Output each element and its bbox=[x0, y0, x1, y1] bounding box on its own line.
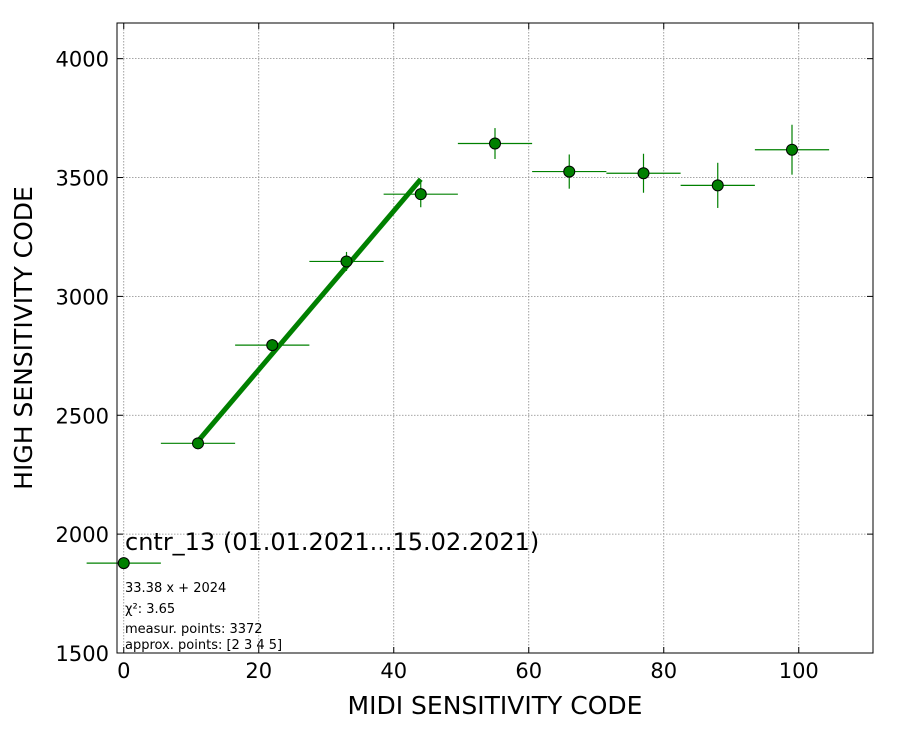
measured-points: measur. points: 3372 bbox=[125, 622, 263, 637]
data-point bbox=[637, 167, 650, 180]
data-point bbox=[414, 188, 427, 201]
data-point bbox=[563, 165, 576, 178]
y-tick-label: 2500 bbox=[56, 404, 109, 428]
y-tick-label: 3000 bbox=[56, 285, 109, 309]
chi-squared: χ²: 3.65 bbox=[125, 602, 175, 617]
data-point bbox=[711, 179, 724, 192]
x-tick-label: 60 bbox=[515, 659, 542, 683]
y-tick-label: 1500 bbox=[56, 642, 109, 666]
tick-labels: 0 20 40 60 80 100 1500 2000 2500 3000 3500 4000 bbox=[56, 48, 819, 683]
axis-ticks bbox=[117, 23, 873, 654]
fit-line-group bbox=[196, 177, 423, 443]
x-axis-label: MIDI SENSITIVITY CODE bbox=[348, 691, 643, 720]
y-tick-label: 4000 bbox=[56, 48, 109, 72]
x-tick-label: 80 bbox=[650, 659, 677, 683]
data-point bbox=[266, 339, 279, 352]
data-points bbox=[117, 137, 798, 570]
grid-lines bbox=[117, 23, 873, 654]
y-tick-label: 2000 bbox=[56, 523, 109, 547]
data-point bbox=[117, 557, 130, 570]
y-tick-label: 3500 bbox=[56, 167, 109, 191]
x-tick-label: 20 bbox=[245, 659, 272, 683]
y-axis-label: HIGH SENSITIVITY CODE bbox=[9, 186, 38, 490]
plot-frame bbox=[116, 22, 874, 654]
x-tick-label: 100 bbox=[779, 659, 819, 683]
approx-points: approx. points: [2 3 4 5] bbox=[125, 638, 282, 653]
fit-equation: 33.38 x + 2024 bbox=[125, 581, 226, 596]
fit-line bbox=[196, 177, 423, 443]
x-tick-label: 0 bbox=[117, 659, 130, 683]
data-point bbox=[786, 143, 798, 156]
x-tick-label: 40 bbox=[380, 659, 407, 683]
data-point bbox=[489, 137, 501, 150]
chart-title: cntr_13 (01.01.2021...15.02.2021) bbox=[125, 528, 539, 556]
data-point bbox=[192, 437, 204, 450]
data-point bbox=[340, 255, 353, 268]
